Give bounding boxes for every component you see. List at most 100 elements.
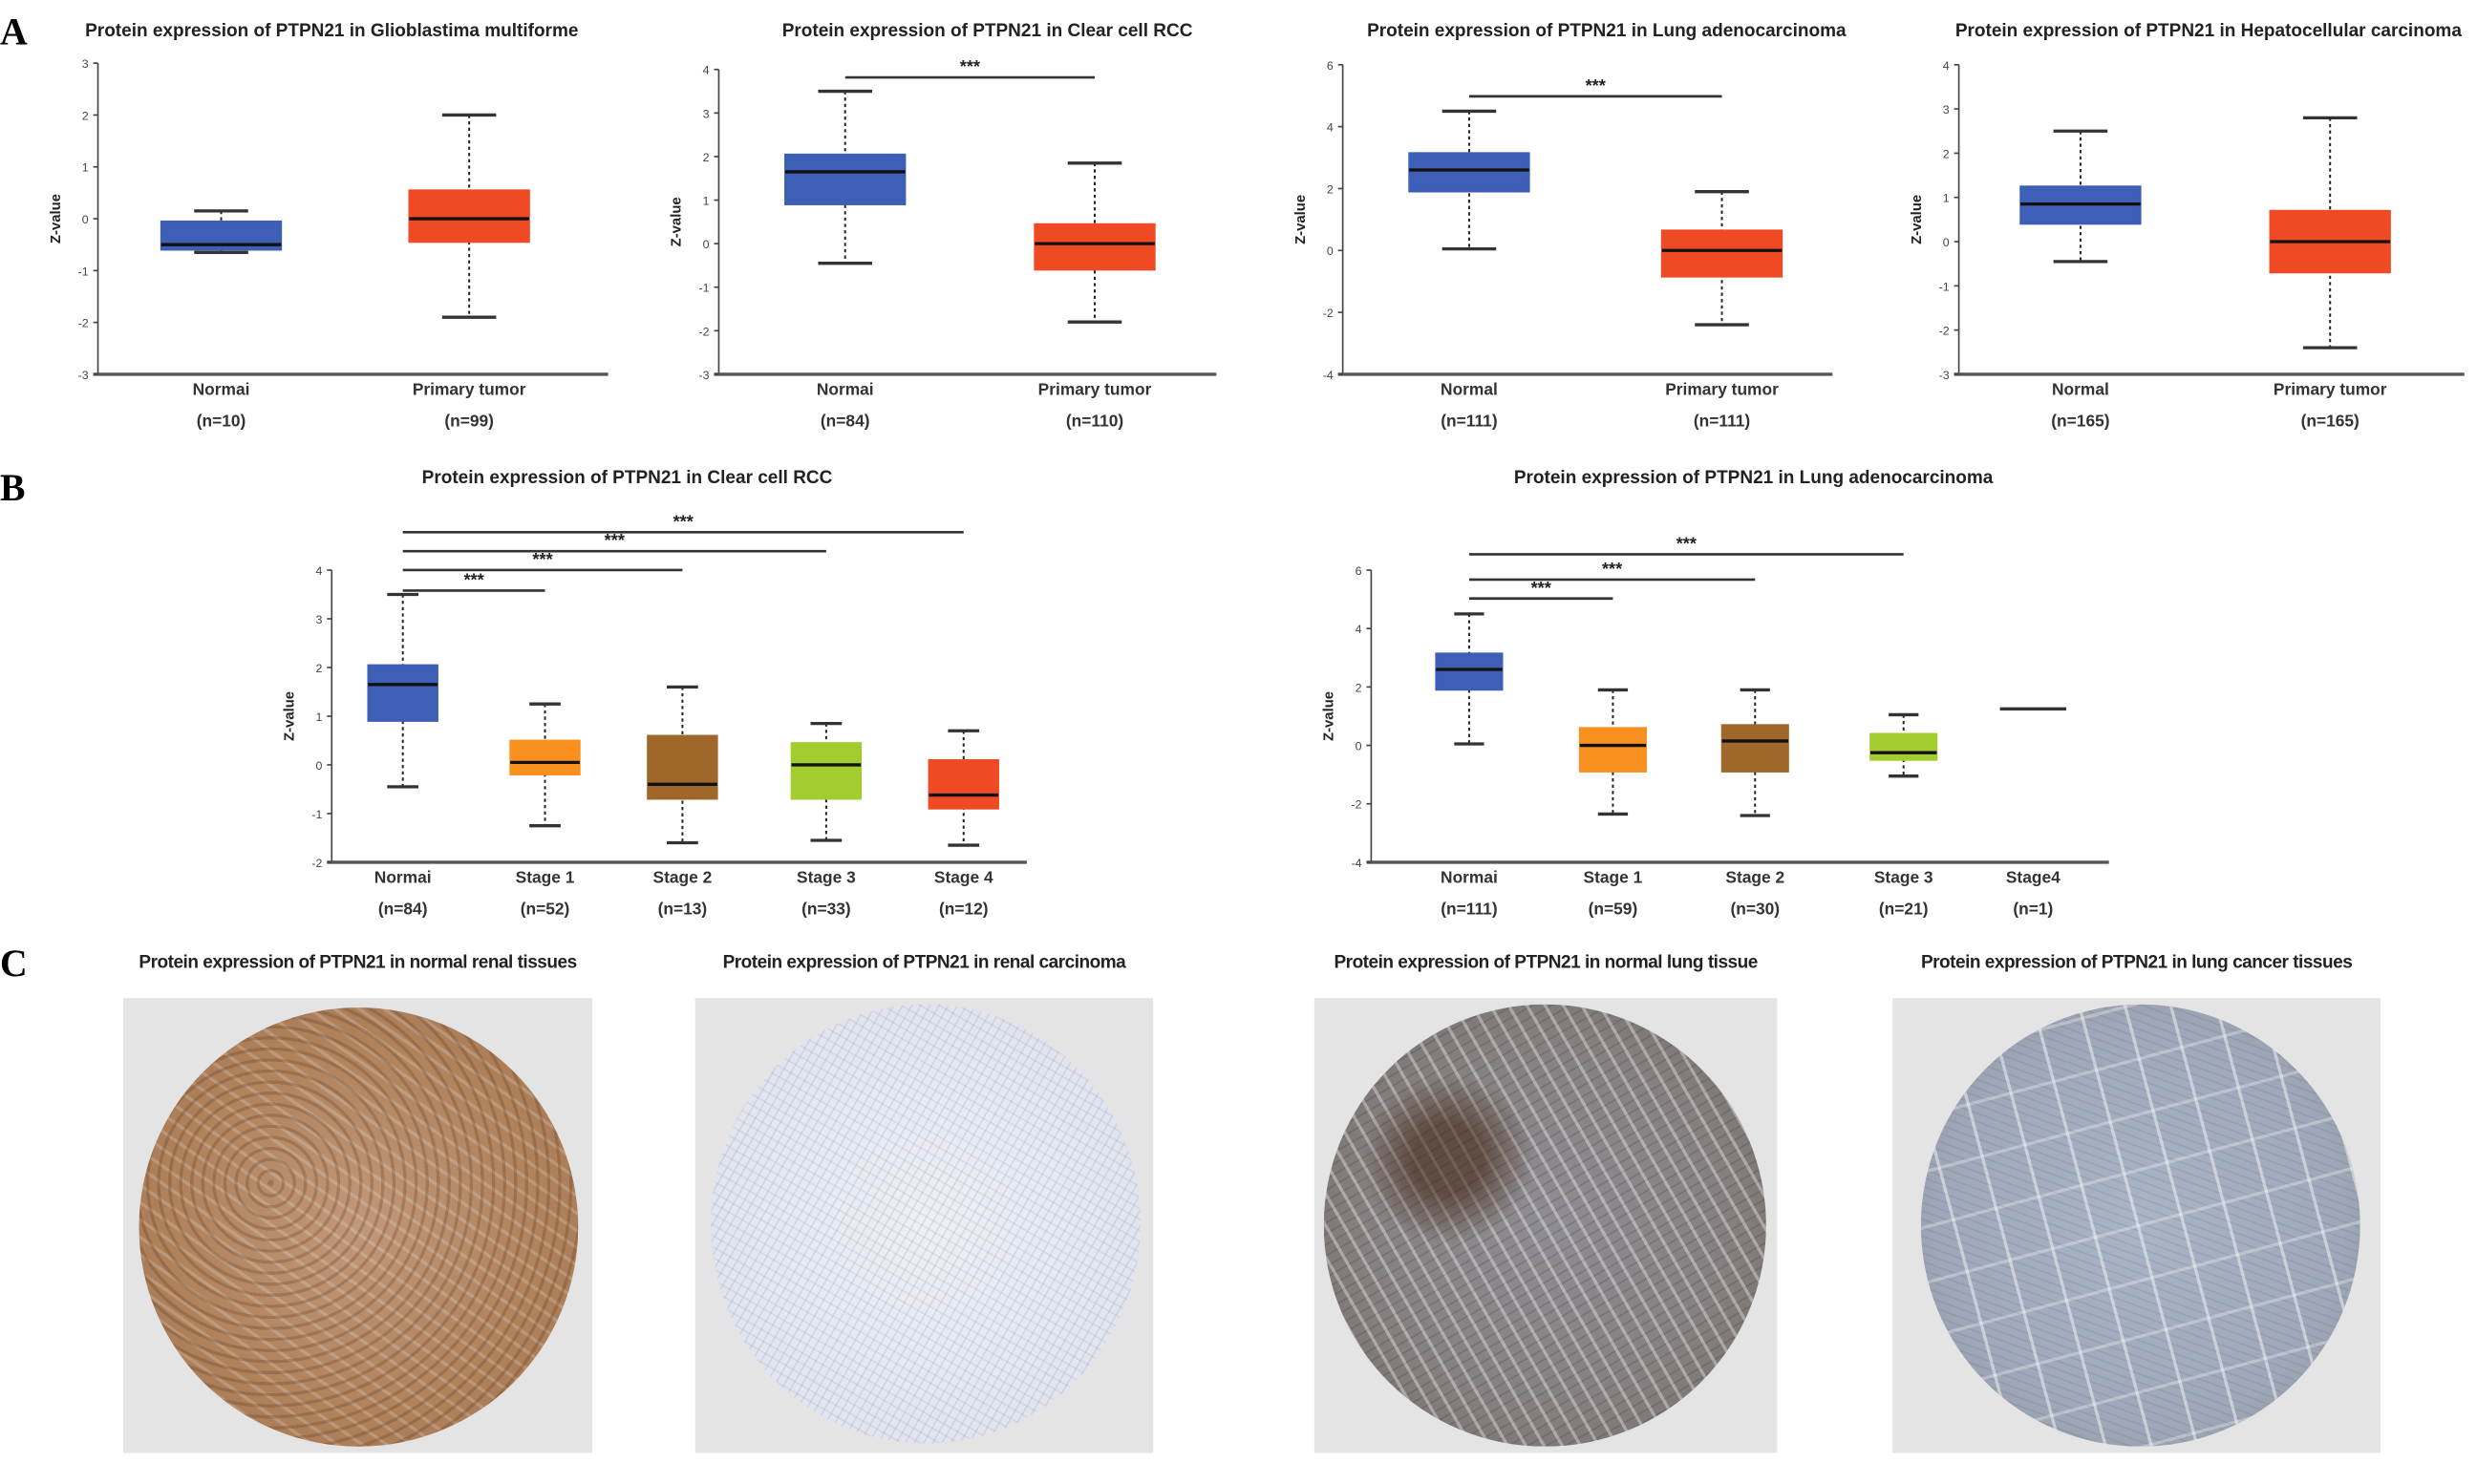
- sample-size-label: (n=84): [378, 899, 428, 918]
- category-label: Stage 1: [516, 867, 575, 886]
- y-tick-label: 0: [1356, 740, 1362, 753]
- y-tick-label: -2: [1939, 325, 1950, 338]
- box: [928, 759, 999, 810]
- sample-size-label: (n=111): [1441, 411, 1497, 430]
- category-label: Stage4: [2006, 867, 2061, 886]
- y-tick-label: 0: [1327, 244, 1334, 258]
- y-tick-label: -3: [78, 369, 89, 382]
- y-tick-label: 1: [82, 161, 89, 175]
- sample-size-label: (n=111): [1441, 899, 1497, 918]
- y-tick-label: 2: [1943, 147, 1950, 160]
- box: [790, 742, 863, 800]
- sample-size-label: (n=21): [1879, 899, 1929, 918]
- y-axis-label: Z-value: [1293, 195, 1309, 244]
- y-tick-label: 4: [1327, 121, 1334, 135]
- y-tick-label: 0: [1943, 236, 1950, 249]
- category-label: Stage 1: [1584, 867, 1643, 886]
- y-tick-label: 6: [1356, 564, 1362, 578]
- y-tick-label: -3: [1939, 369, 1950, 382]
- box: [1660, 229, 1783, 278]
- sample-size-label: (n=59): [1589, 899, 1638, 918]
- box: [1435, 652, 1504, 691]
- y-tick-label: 6: [1327, 59, 1334, 73]
- y-tick-label: -1: [78, 265, 89, 278]
- significance-label: ***: [463, 571, 484, 590]
- y-tick-label: 2: [1356, 681, 1362, 694]
- sample-size-label: (n=111): [1694, 411, 1750, 430]
- chart-title: Protein expression of PTPN21 in Glioblas…: [85, 21, 578, 41]
- category-label: Normai: [817, 379, 874, 398]
- tissue-title-normal-renal: Protein expression of PTPN21 in normal r…: [139, 953, 577, 973]
- y-tick-label: 2: [315, 662, 322, 675]
- significance-label: ***: [673, 512, 694, 531]
- y-axis-label: Z-value: [1910, 195, 1925, 244]
- box: [367, 664, 438, 722]
- category-label: Normai: [374, 867, 432, 886]
- y-tick-label: 2: [703, 151, 710, 164]
- y-tick-label: 1: [703, 195, 710, 208]
- sample-size-label: (n=165): [2051, 411, 2109, 430]
- box: [1034, 223, 1156, 271]
- chart-title: Protein expression of PTPN21 in Clear ce…: [422, 468, 833, 488]
- y-tick-label: -2: [78, 317, 89, 330]
- category-label: Primary tumor: [413, 379, 526, 398]
- category-label: Primary tumor: [1665, 379, 1779, 398]
- sample-size-label: (n=99): [444, 411, 494, 430]
- y-tick-label: 1: [1943, 192, 1950, 205]
- significance-label: ***: [1531, 579, 1552, 598]
- y-tick-label: -4: [1351, 857, 1361, 870]
- box: [1408, 152, 1530, 193]
- tissue-title-normal-lung: Protein expression of PTPN21 in normal l…: [1334, 953, 1758, 973]
- y-tick-label: 2: [82, 109, 89, 122]
- chart-title: Protein expression of PTPN21 in Hepatoce…: [1955, 21, 2462, 41]
- y-tick-label: 1: [315, 710, 322, 724]
- category-label: Normal: [2052, 379, 2109, 398]
- sample-size-label: (n=110): [1066, 411, 1123, 430]
- sample-size-label: (n=33): [801, 899, 851, 918]
- sample-size-label: (n=52): [521, 899, 570, 918]
- y-tick-label: 4: [703, 64, 710, 77]
- y-tick-label: 3: [1943, 103, 1950, 117]
- y-axis-label: Z-value: [1322, 691, 1337, 741]
- box: [1869, 732, 1938, 761]
- sample-size-label: (n=13): [658, 899, 708, 918]
- category-label: Primary tumor: [1038, 379, 1152, 398]
- y-tick-label: 3: [82, 57, 89, 71]
- category-label: Normai: [1441, 867, 1498, 886]
- significance-label: ***: [960, 57, 981, 76]
- significance-label: ***: [1586, 76, 1607, 95]
- category-label: Stage 2: [653, 867, 713, 886]
- y-tick-label: 0: [82, 213, 89, 226]
- category-label: Normai: [193, 379, 250, 398]
- y-axis-label: Z-value: [670, 197, 685, 246]
- y-tick-label: -1: [1939, 280, 1950, 293]
- box: [1720, 724, 1789, 773]
- y-tick-label: 4: [1943, 59, 1950, 73]
- ihc-image-normal-renal: [122, 998, 593, 1453]
- category-label: Stage 3: [797, 867, 856, 886]
- significance-label: ***: [1602, 560, 1623, 579]
- significance-label: ***: [605, 531, 626, 550]
- significance-label: ***: [1676, 534, 1698, 553]
- y-tick-label: -2: [1323, 307, 1334, 320]
- box: [1578, 727, 1647, 773]
- ihc-image-lung-cancer: [1892, 998, 2381, 1453]
- significance-label: ***: [532, 550, 553, 569]
- y-tick-label: -2: [698, 325, 709, 338]
- box: [408, 189, 530, 244]
- box: [509, 739, 581, 775]
- y-tick-label: 2: [1327, 182, 1334, 196]
- box: [784, 153, 907, 205]
- sample-size-label: (n=12): [939, 899, 989, 918]
- chart-title: Protein expression of PTPN21 in Clear ce…: [782, 21, 1193, 41]
- category-label: Stage 2: [1725, 867, 1784, 886]
- y-tick-label: 4: [1356, 623, 1362, 636]
- chart-title: Protein expression of PTPN21 in Lung ade…: [1514, 468, 1994, 488]
- box: [647, 734, 718, 800]
- tissue-title-renal-carcinoma: Protein expression of PTPN21 in renal ca…: [722, 953, 1126, 973]
- panel-label-a: A: [0, 12, 28, 54]
- y-tick-label: 4: [315, 564, 322, 578]
- category-label: Normal: [1441, 379, 1498, 398]
- ihc-image-renal-carcinoma: [694, 998, 1154, 1453]
